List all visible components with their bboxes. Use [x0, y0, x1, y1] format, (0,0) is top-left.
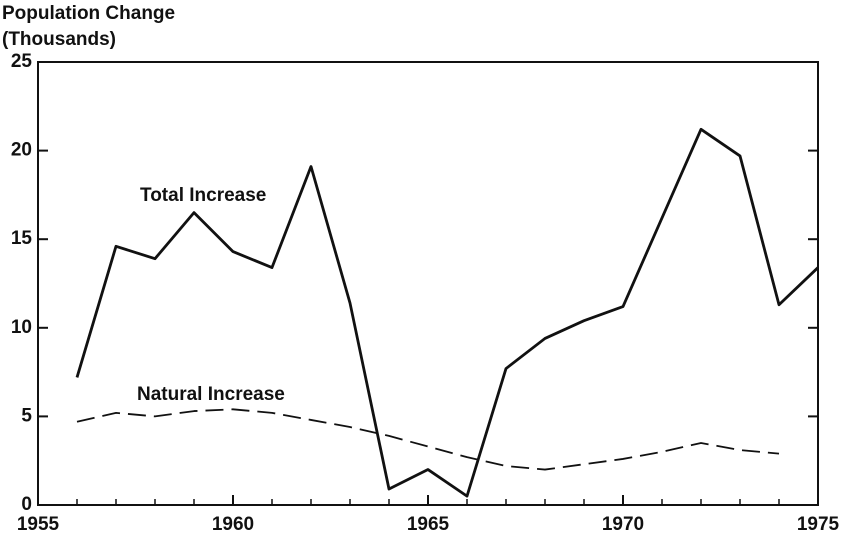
x-tick-label: 1955 [17, 514, 60, 535]
x-tick-label: 1960 [212, 514, 254, 535]
x-tick-label: 1965 [407, 514, 450, 535]
y-axis-label: (Thousands) [2, 29, 116, 50]
y-tick-label: 25 [11, 51, 33, 72]
y-tick-label: 10 [11, 317, 32, 338]
series-line [76, 408, 780, 471]
y-tick-label: 20 [11, 140, 32, 161]
x-tick-label: 1975 [797, 514, 840, 535]
series-label: Natural Increase [137, 384, 285, 405]
series-line [75, 127, 819, 498]
x-tick-label: 1970 [602, 514, 644, 535]
y-tick-label: 15 [11, 228, 33, 249]
y-axis-label: Population Change [2, 3, 175, 24]
series-label: Total Increase [140, 185, 266, 206]
y-tick-label: 5 [21, 405, 32, 426]
y-tick-label: 0 [21, 494, 32, 515]
